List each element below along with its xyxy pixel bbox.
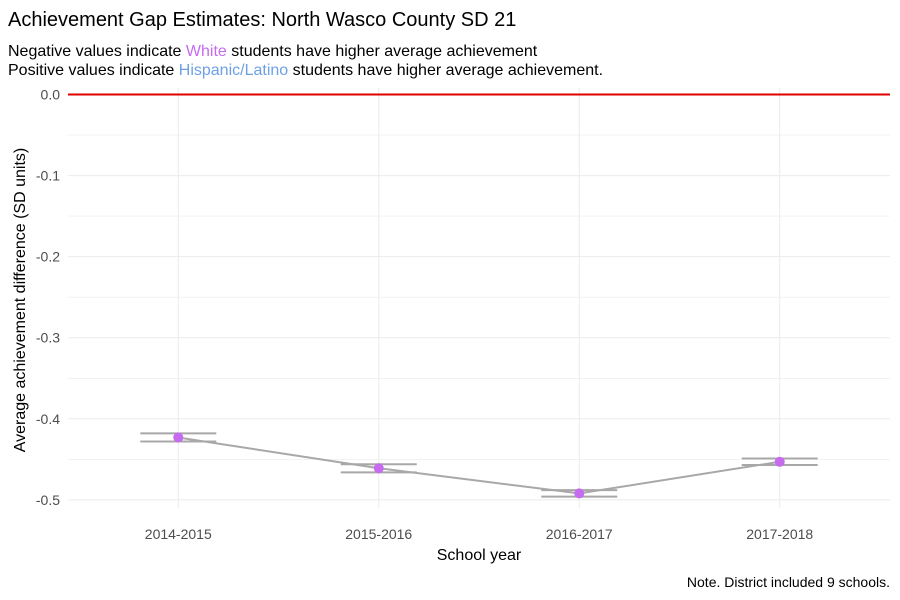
x-axis-title: School year xyxy=(437,547,522,564)
x-tick-label: 2014-2015 xyxy=(145,526,212,542)
chart-caption: Note. District included 9 schools. xyxy=(687,574,890,590)
y-tick-label: 0.0 xyxy=(41,86,61,102)
subtitle-1-group-white: White xyxy=(186,43,227,60)
data-point xyxy=(373,463,384,474)
y-tick-label: -0.3 xyxy=(36,330,60,346)
series xyxy=(140,432,818,499)
x-tick-label: 2017-2018 xyxy=(746,526,813,542)
series-line xyxy=(178,436,780,495)
subtitle-2-prefix: Positive values indicate xyxy=(8,62,179,79)
chart-subtitle-line-1: Negative values indicate White students … xyxy=(8,43,538,60)
x-tick-label: 2016-2017 xyxy=(546,526,613,542)
data-point xyxy=(574,488,585,499)
subtitle-2-suffix: students have higher average achievement… xyxy=(288,62,603,79)
y-axis-ticks: 0.0 -0.1 -0.2 -0.3 -0.4 -0.5 xyxy=(36,86,60,507)
subtitle-2-group-hispanic: Hispanic/Latino xyxy=(179,62,289,79)
y-axis-title: Average achievement difference (SD units… xyxy=(12,148,29,452)
subtitle-1-suffix: students have higher average achievement xyxy=(227,43,538,60)
y-tick-label: -0.5 xyxy=(36,492,60,508)
y-tick-label: -0.4 xyxy=(36,411,60,427)
x-tick-label: 2015-2016 xyxy=(345,526,412,542)
subtitle-1-prefix: Negative values indicate xyxy=(8,43,186,60)
data-point xyxy=(173,432,184,443)
y-tick-label: -0.2 xyxy=(36,249,60,265)
y-tick-label: -0.1 xyxy=(36,168,60,184)
data-point xyxy=(774,456,785,467)
chart-title: Achievement Gap Estimates: North Wasco C… xyxy=(8,9,516,31)
grid xyxy=(68,88,890,508)
chart-subtitle-line-2: Positive values indicate Hispanic/Latino… xyxy=(8,62,603,79)
x-axis-ticks: 2014-2015 2015-2016 2016-2017 2017-2018 xyxy=(145,526,814,542)
